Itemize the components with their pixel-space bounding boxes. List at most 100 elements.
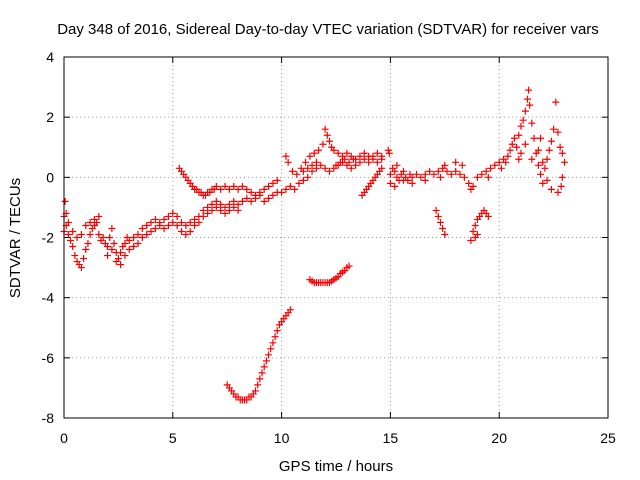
data-point-1-27 [178, 227, 186, 235]
data-point-0-77 [325, 167, 333, 175]
data-point-1-17 [134, 240, 142, 248]
series-rise-14h [358, 164, 386, 199]
x-tick-label-5: 25 [600, 430, 616, 446]
data-point-0-83 [352, 161, 360, 169]
data-point-3-34 [349, 155, 357, 163]
data-point-2-17 [212, 182, 220, 190]
data-point-2-20 [225, 185, 233, 193]
data-point-3-2 [288, 167, 296, 175]
data-point-8-9 [471, 221, 479, 229]
data-point-0-53 [221, 203, 229, 211]
data-point-0-39 [160, 215, 168, 223]
data-point-0-36 [147, 218, 155, 226]
data-point-9-26 [556, 143, 564, 151]
data-point-2-18 [217, 185, 225, 193]
series-late-band [386, 155, 508, 193]
data-point-4-13 [251, 387, 259, 395]
data-point-3-10 [321, 125, 329, 133]
data-point-9-20 [543, 155, 551, 163]
data-point-2-19 [221, 182, 229, 190]
data-point-1-30 [191, 221, 199, 229]
data-point-0-37 [151, 215, 159, 223]
data-point-7-19 [447, 170, 455, 178]
data-point-3-20 [356, 152, 364, 160]
data-point-0-23 [108, 224, 116, 232]
data-point-1-18 [138, 234, 146, 241]
data-point-7-36 [408, 179, 416, 187]
data-point-4-15 [256, 375, 264, 383]
data-point-0-54 [225, 200, 233, 208]
data-point-2-22 [234, 185, 242, 193]
data-point-2-31 [273, 176, 281, 184]
data-point-9-29 [557, 182, 565, 190]
data-point-3-5 [302, 158, 310, 166]
data-point-3-33 [345, 158, 353, 166]
data-point-0-41 [169, 209, 177, 217]
data-point-1-7 [86, 218, 94, 226]
data-point-4-14 [254, 381, 262, 389]
data-point-7-25 [469, 182, 477, 190]
data-point-0-42 [173, 212, 181, 220]
data-point-0-71 [299, 176, 307, 184]
series-main-trend [60, 155, 386, 272]
data-point-0-40 [164, 212, 172, 220]
series-early-band [60, 203, 242, 269]
data-point-4-19 [265, 351, 273, 359]
data-point-0-67 [282, 185, 290, 193]
data-point-3-7 [310, 149, 318, 157]
data-point-9-38 [515, 155, 523, 163]
data-point-9-33 [543, 176, 551, 184]
data-point-9-16 [534, 161, 542, 169]
data-point-0-57 [238, 197, 246, 205]
data-point-7-35 [399, 176, 407, 184]
y-tick-label-6: 4 [46, 49, 54, 65]
data-point-8-5 [439, 224, 447, 232]
data-point-1-13 [117, 261, 125, 269]
data-point-7-33 [386, 179, 394, 187]
data-point-0-35 [143, 221, 151, 229]
data-point-3-1 [284, 158, 292, 166]
data-point-1-15 [125, 246, 133, 254]
data-point-0-4 [67, 237, 75, 245]
data-point-1-26 [173, 221, 181, 229]
data-point-1-36 [217, 206, 225, 214]
data-point-0-69 [291, 185, 299, 193]
data-point-7-29 [486, 164, 494, 172]
y-tick-label-5: 2 [46, 109, 54, 125]
data-point-4-29 [286, 306, 294, 314]
data-point-0-27 [117, 249, 125, 257]
data-point-7-31 [495, 158, 503, 166]
data-point-9-35 [537, 134, 545, 142]
data-point-4-18 [262, 357, 270, 365]
data-point-7-10 [408, 173, 416, 181]
data-point-7-44 [393, 161, 401, 169]
data-point-9-28 [560, 158, 568, 166]
data-point-3-28 [308, 161, 316, 169]
data-point-9-24 [552, 98, 560, 106]
data-point-3-30 [332, 161, 340, 169]
data-point-1-4 [73, 234, 81, 241]
data-point-7-18 [443, 167, 451, 175]
data-point-1-6 [82, 221, 90, 229]
data-point-1-14 [121, 252, 129, 260]
data-point-7-0 [386, 170, 394, 178]
data-point-8-1 [385, 149, 393, 157]
data-point-3-32 [341, 155, 349, 163]
data-point-0-64 [269, 191, 277, 199]
data-point-0-56 [234, 200, 242, 208]
grid [64, 57, 608, 418]
data-point-7-39 [452, 158, 460, 166]
data-point-3-24 [373, 149, 381, 157]
data-points [60, 86, 568, 404]
data-point-1-23 [160, 224, 168, 232]
data-point-3-0 [282, 152, 290, 160]
data-point-0-19 [99, 234, 107, 241]
data-point-0-86 [365, 158, 373, 166]
data-point-0-59 [247, 197, 255, 205]
data-point-0-34 [138, 224, 146, 232]
data-point-3-6 [306, 152, 314, 160]
data-point-9-40 [539, 158, 547, 166]
data-point-1-28 [182, 230, 190, 238]
data-point-0-1 [61, 197, 69, 205]
y-tick-label-1: -6 [42, 350, 55, 366]
